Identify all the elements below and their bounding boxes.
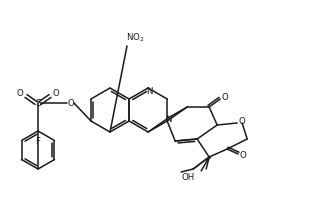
Text: O: O	[53, 89, 60, 98]
Text: O: O	[240, 151, 246, 160]
Text: O: O	[17, 89, 23, 98]
Text: S: S	[35, 98, 41, 108]
Text: F: F	[36, 136, 41, 146]
Text: N: N	[165, 116, 171, 125]
Text: NO$_2$: NO$_2$	[126, 32, 144, 44]
Text: O: O	[239, 118, 246, 126]
Text: N: N	[146, 87, 152, 96]
Text: OH: OH	[182, 172, 195, 181]
Text: O: O	[68, 98, 74, 108]
Text: O: O	[222, 93, 228, 102]
